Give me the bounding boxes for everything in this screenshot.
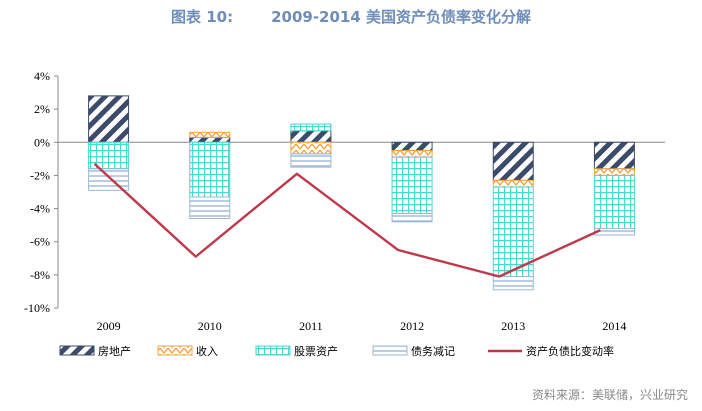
- line-series: [93, 162, 601, 278]
- x-tick-label: 2009: [97, 319, 121, 333]
- y-tick-label: -8%: [30, 268, 50, 282]
- legend-label: 房地产: [98, 344, 131, 358]
- bar-segment: [492, 276, 534, 291]
- legend-label: 资产负债比变动率: [526, 344, 614, 358]
- legend-swatch: [372, 345, 408, 356]
- bar-segment: [391, 213, 433, 223]
- bar-segment: [290, 123, 332, 132]
- bar-segment: [189, 131, 231, 138]
- y-tick-label: 2%: [34, 102, 50, 116]
- y-tick-label: 4%: [34, 69, 50, 83]
- x-tick-label: 2013: [501, 319, 525, 333]
- legend-label: 收入: [196, 344, 218, 358]
- legend-label: 股票资产: [294, 344, 338, 358]
- bar-segment: [391, 150, 433, 158]
- bar-segment: [189, 196, 231, 220]
- bar-segment: [391, 156, 433, 215]
- legend-swatch: [255, 345, 291, 356]
- y-tick-label: -4%: [30, 202, 50, 216]
- x-tick-label: 2011: [299, 319, 323, 333]
- bar-segment: [88, 95, 130, 143]
- bar-segment: [593, 168, 635, 176]
- y-tick-label: -6%: [30, 235, 50, 249]
- bar-segment: [290, 130, 332, 143]
- legend-swatch: [59, 345, 95, 356]
- legend-swatch: [157, 345, 193, 356]
- bar-segment: [189, 136, 231, 143]
- bar-segment: [492, 141, 534, 181]
- bars: [88, 95, 635, 291]
- figure-label: 图表 10:: [170, 8, 234, 26]
- bar-segment: [593, 141, 635, 170]
- bar-segment: [290, 153, 332, 168]
- bar-segment: [593, 227, 635, 236]
- x-tick-label: 2014: [602, 319, 626, 333]
- bar-segment: [88, 168, 130, 191]
- chart-title: 图表 10: 2009-2014 美国资产负债率变化分解: [0, 6, 702, 27]
- legend-label: 债务减记: [411, 344, 455, 358]
- axes: 4% 2% 0% -2% -4% -6% -8% -10% 2009 2010 2011 2012 20…: [24, 69, 665, 333]
- title-text: 2009-2014 美国资产负债率变化分解: [271, 8, 532, 26]
- bar-segment: [492, 179, 534, 188]
- bar-segment: [189, 141, 231, 198]
- legend: 房地产 收入 股票资产 债务减记 资产负债比变动率: [59, 344, 614, 358]
- bar-segment: [290, 141, 332, 155]
- line-path: [93, 162, 601, 278]
- bar-segment: [593, 174, 635, 229]
- bar-segment: [391, 141, 433, 152]
- source-note: 资料来源：美联储，兴业研究: [531, 388, 688, 402]
- y-tick-label: -10%: [24, 301, 50, 315]
- x-tick-label: 2010: [198, 319, 222, 333]
- x-tick-label: 2012: [400, 319, 424, 333]
- y-tick-label: -2%: [30, 168, 50, 182]
- y-tick-label: 0%: [34, 135, 50, 149]
